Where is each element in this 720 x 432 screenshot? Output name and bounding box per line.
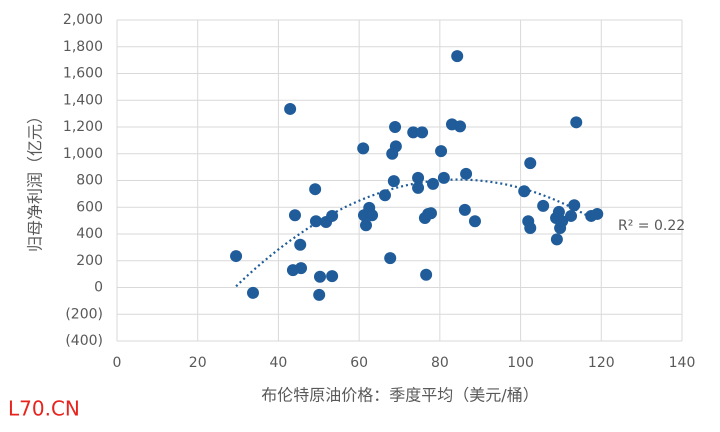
point — [357, 142, 370, 155]
point — [458, 203, 471, 216]
point — [384, 252, 397, 265]
y-tick-label: (400) — [65, 333, 103, 349]
point — [313, 288, 326, 301]
y-tick-label: 2,000 — [63, 12, 103, 28]
point — [294, 238, 307, 251]
point — [552, 205, 565, 218]
point — [451, 50, 464, 63]
y-tick-label: 0 — [94, 280, 103, 296]
point — [570, 116, 583, 129]
point — [454, 120, 467, 133]
x-tick-label: 80 — [431, 355, 449, 371]
y-tick-label: (200) — [65, 306, 103, 322]
x-tick-label: 100 — [507, 355, 534, 371]
x-tick-label: 120 — [588, 355, 615, 371]
point — [387, 175, 400, 188]
y-tick-label: 800 — [76, 173, 103, 189]
point — [286, 264, 299, 277]
y-tick-label: 1,000 — [63, 146, 103, 162]
point — [437, 171, 450, 184]
point — [524, 157, 537, 170]
y-tick-label: 1,800 — [63, 39, 103, 55]
point — [468, 215, 481, 228]
point — [568, 199, 581, 212]
point — [230, 250, 243, 263]
point — [460, 167, 473, 180]
point — [389, 121, 402, 133]
point — [537, 199, 550, 212]
point — [550, 233, 563, 246]
point — [326, 270, 339, 283]
point — [416, 126, 429, 139]
y-tick-label: 400 — [76, 226, 103, 242]
r-squared: R² = 0.22 — [618, 218, 685, 234]
point — [309, 215, 322, 228]
point — [407, 126, 420, 139]
trendline — [235, 178, 598, 288]
point — [313, 270, 326, 283]
point — [360, 219, 373, 232]
point — [366, 209, 379, 222]
x-tick-label: 40 — [270, 355, 288, 371]
point — [524, 221, 537, 234]
point — [591, 207, 604, 220]
point — [412, 171, 425, 184]
y-tick-label: 200 — [76, 253, 103, 269]
x-tick-label: 140 — [669, 355, 696, 371]
x-axis-label: 布伦特原油价格：季度平均（美元/桶） — [261, 386, 538, 405]
x-tick-label: 0 — [113, 355, 122, 371]
x-tick-label: 20 — [189, 355, 207, 371]
y-tick-label: 600 — [76, 199, 103, 215]
y-tick-label: 1,200 — [63, 119, 103, 135]
point — [420, 268, 433, 281]
y-tick-label: 1,400 — [63, 92, 103, 108]
point — [326, 209, 339, 222]
x-tick-label: 60 — [350, 355, 368, 371]
y-tick-label: 1,600 — [63, 66, 103, 82]
point — [247, 286, 260, 299]
point — [309, 183, 322, 196]
point — [288, 209, 301, 222]
point — [565, 209, 578, 222]
point — [556, 215, 569, 228]
watermark: L70.CN — [8, 397, 80, 421]
point — [378, 189, 391, 202]
y-axis-label: 归母净利润（亿元） — [26, 108, 45, 252]
point — [424, 207, 437, 220]
point — [412, 181, 425, 194]
point — [389, 140, 402, 153]
point — [435, 145, 448, 158]
point — [284, 102, 297, 115]
